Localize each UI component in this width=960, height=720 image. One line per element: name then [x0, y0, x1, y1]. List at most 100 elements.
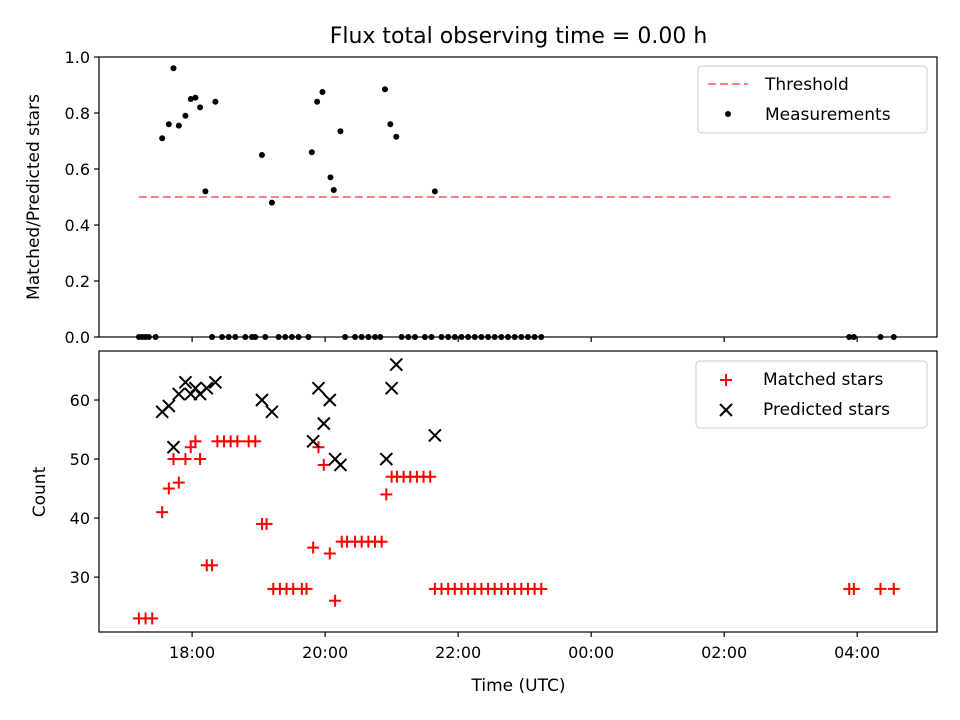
matched-stars-point [323, 547, 336, 560]
matched-stars-point [206, 559, 219, 572]
matched-stars-point [375, 535, 388, 548]
predicted-stars-point [384, 381, 399, 395]
measurement-point [393, 133, 400, 140]
top-y-tick: 1.0 [65, 48, 99, 67]
bottom-y-tick: 60 [70, 391, 99, 410]
legend-predicted-swatch [719, 403, 733, 417]
measurement-point [187, 96, 194, 102]
top-y-tick-label: 1.0 [65, 48, 90, 67]
matched-stars-point [535, 582, 548, 595]
bottom-legend-box [695, 360, 928, 429]
bottom-y-tick: 50 [70, 450, 99, 469]
predicted-stars-point [306, 434, 320, 449]
matched-stars-point [887, 582, 900, 595]
counts-layer [132, 357, 900, 625]
matched-stars-point [307, 541, 320, 554]
measurement-point [314, 98, 321, 105]
predicted-stars-point [208, 375, 223, 389]
predicted-stars-point [311, 381, 326, 395]
bottom-y-axis: 30 40 50 60 [70, 391, 99, 587]
measurement-point [192, 94, 199, 101]
predicted-stars-point [428, 428, 442, 443]
top-y-tick: 0.0 [65, 328, 99, 347]
matched-stars-point [424, 470, 437, 483]
predicted-stars-point [323, 393, 337, 407]
measurement-point [431, 188, 438, 195]
bottom-x-tick: 00:00 [568, 632, 614, 662]
matched-stars-point [162, 482, 175, 495]
measurement-point [202, 188, 209, 195]
bottom-x-tick: 02:00 [701, 632, 747, 662]
bottom-panel-frame [98, 350, 938, 633]
measurement-point [387, 121, 394, 128]
legend-measurements-label: Measurements [765, 105, 891, 125]
measurement-point [381, 86, 388, 93]
predicted-stars-point [333, 458, 348, 472]
bottom-x-tick: 22:00 [435, 632, 481, 662]
matched-stars-point [189, 435, 202, 448]
bottom-y-tick-label: 50 [70, 450, 90, 469]
predicted-stars-point [178, 375, 193, 389]
bottom-y-tick-label: 60 [70, 391, 90, 410]
measurement-point [327, 174, 334, 181]
measurement-point [330, 187, 337, 193]
measurement-point [308, 149, 315, 156]
predicted-stars-point [162, 399, 176, 413]
measurement-point [212, 98, 219, 105]
top-y-axis-label: Matched/Predicted stars [24, 94, 44, 300]
x-tick-label: 00:00 [568, 643, 614, 662]
top-y-tick-label: 0.2 [65, 272, 90, 291]
x-tick-label: 22:00 [435, 643, 481, 662]
matched-stars-point [167, 453, 180, 466]
matched-stars-point [249, 435, 262, 448]
x-axis-label: Time (UTC) [471, 676, 566, 696]
measurement-point [319, 89, 326, 95]
top-legend: Threshold Measurements [697, 65, 928, 134]
measurement-point [268, 199, 275, 206]
x-tick-label: 04:00 [834, 643, 880, 662]
legend-threshold-label: Threshold [764, 75, 849, 95]
measurement-point [170, 65, 177, 72]
top-y-tick-label: 0.4 [65, 216, 90, 235]
matched-stars-point [260, 517, 273, 530]
bottom-y-tick: 30 [70, 568, 99, 587]
top-y-tick-label: 0.6 [65, 160, 90, 179]
top-panel: 0.0 0.2 0.4 0.6 0.8 1.0 Matched/Predicted sta… [24, 48, 938, 347]
top-panel-frame [98, 56, 938, 338]
bottom-y-axis-label: Count [30, 466, 50, 517]
matched-stars-point [146, 612, 159, 625]
measurement-point [175, 122, 182, 129]
matched-stars-point [172, 476, 185, 489]
legend-matched-swatch [720, 374, 732, 386]
top-y-axis: 0.0 0.2 0.4 0.6 0.8 1.0 [65, 48, 99, 347]
top-y-tick-label: 0.8 [65, 104, 90, 123]
bottom-legend: Matched stars Predicted stars [695, 360, 928, 429]
bottom-x-tick: 18:00 [169, 632, 215, 662]
measurement-point [337, 128, 344, 135]
matched-stars-point [380, 488, 393, 501]
chart-title: Flux total observing time = 0.00 h [330, 24, 708, 49]
measurement-point [159, 135, 166, 142]
top-y-tick: 0.4 [65, 216, 99, 235]
matched-stars-point [317, 458, 330, 471]
top-x-ticks [191, 337, 858, 342]
measurement-point [197, 104, 204, 111]
top-y-tick-label: 0.0 [65, 328, 90, 347]
legend-measurements-swatch [725, 111, 731, 117]
x-tick-label: 18:00 [169, 643, 215, 662]
bottom-x-tick: 04:00 [834, 632, 880, 662]
bottom-y-tick-label: 40 [70, 509, 90, 528]
top-legend-box [697, 65, 928, 134]
matched-stars-point [874, 582, 887, 595]
top-y-tick: 0.8 [65, 104, 99, 123]
predicted-stars-point [389, 357, 403, 372]
matched-stars-point [231, 435, 244, 448]
measurement-point [258, 152, 265, 158]
predicted-stars-point [317, 416, 331, 431]
x-tick-label: 02:00 [701, 643, 747, 662]
matched-stars-point [179, 453, 192, 466]
bottom-y-tick: 40 [70, 509, 99, 528]
top-y-tick: 0.2 [65, 272, 99, 291]
